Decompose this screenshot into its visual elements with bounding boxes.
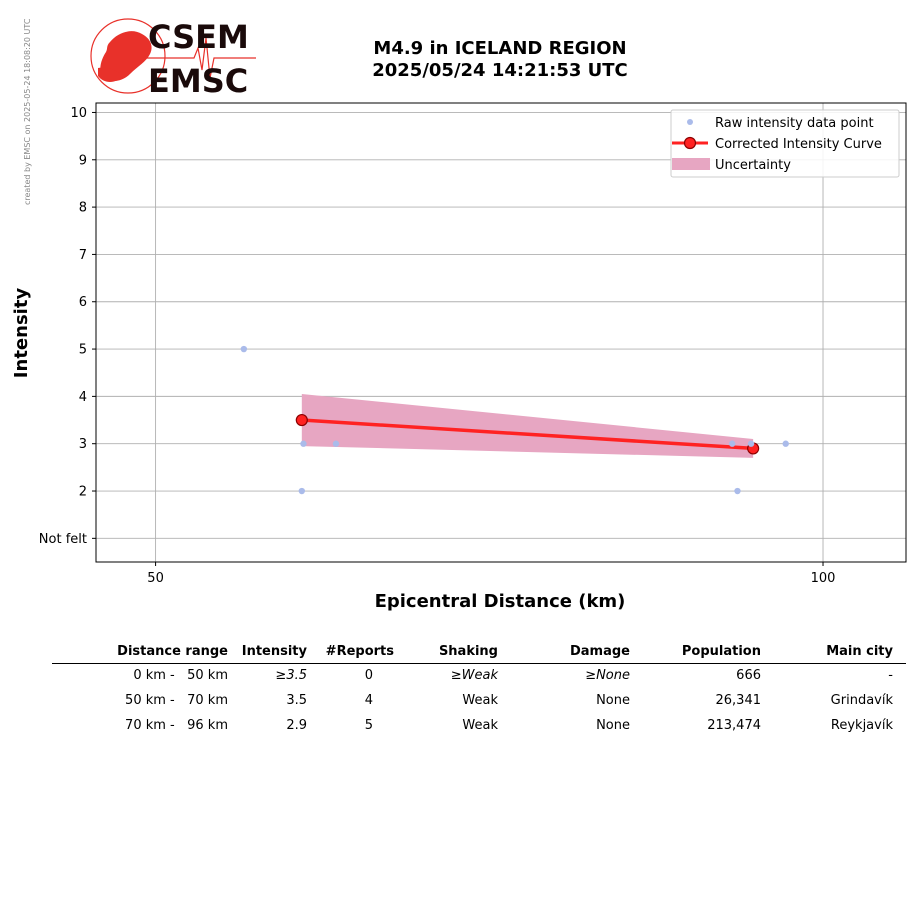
logo-text-csem: CSEM (148, 18, 249, 56)
y-tick-label: 7 (79, 248, 87, 263)
cell-population: 26,341 (715, 693, 762, 708)
legend: Raw intensity data point Corrected Inten… (670, 109, 900, 178)
legend-raw-marker (687, 119, 693, 125)
intensity-chart: 50 100 Not felt 2 3 4 5 6 7 8 9 10 Epicentral Dist… (11, 102, 907, 612)
cell-intensity: 3.5 (286, 693, 307, 708)
cell-range: 70 km - 96 km (125, 718, 228, 733)
cell-range: 50 km - 70 km (125, 693, 228, 708)
table-header: Distance range Intensity #Reports Shakin… (52, 640, 906, 664)
x-tick-label: 100 (811, 571, 836, 586)
raw-intensity-point (782, 440, 789, 447)
table-row: 0 km - 50 km ≥3.5 0 ≥Weak ≥None 666 - (52, 664, 906, 689)
y-tick-label: 3 (79, 437, 87, 452)
curve-marker (295, 413, 308, 427)
cell-range: 0 km - 50 km (133, 668, 228, 683)
distance-summary-table: Distance range Intensity #Reports Shakin… (52, 640, 906, 739)
cell-population: 213,474 (707, 718, 761, 733)
y-tick-label: 6 (79, 295, 87, 310)
raw-intensity-point (729, 440, 736, 447)
header-main-city: Main city (826, 644, 893, 659)
y-tick-label: 5 (79, 343, 87, 358)
cell-reports: 0 (364, 668, 373, 683)
y-tick-label: 9 (79, 153, 87, 168)
legend-uncertainty-label: Uncertainty (715, 158, 791, 173)
raw-intensity-point (300, 440, 307, 447)
legend-raw-label: Raw intensity data point (715, 116, 874, 131)
raw-intensity-point (747, 440, 755, 447)
y-tick-label: 4 (79, 390, 87, 405)
y-tick-label: 2 (79, 485, 87, 500)
plot-frame (95, 102, 907, 563)
emsc-logo: CSEM EMSC (90, 18, 256, 98)
y-tick-label: 10 (70, 106, 87, 121)
cell-reports: 5 (364, 718, 373, 733)
cell-damage: ≥None (585, 668, 630, 683)
x-axis-ticks: 50 100 (147, 562, 835, 586)
cell-reports: 4 (364, 693, 373, 708)
cell-shaking: Weak (462, 693, 498, 708)
x-tick-label: 50 (147, 571, 164, 586)
header-reports: #Reports (325, 644, 394, 659)
raw-intensity-point (240, 345, 248, 353)
raw-intensity-point (298, 487, 306, 495)
cell-intensity: ≥3.5 (275, 668, 307, 683)
header-damage: Damage (569, 644, 630, 659)
cell-shaking: ≥Weak (450, 668, 498, 683)
cell-shaking: Weak (462, 718, 498, 733)
table-row: 50 km - 70 km 3.5 4 Weak None 26,341 Gri… (52, 689, 906, 714)
title-line-1: M4.9 in ICELAND REGION (373, 38, 627, 59)
legend-curve-marker (683, 136, 697, 150)
table-row: 70 km - 96 km 2.9 5 Weak None 213,474 Re… (52, 714, 906, 739)
legend-curve-label: Corrected Intensity Curve (715, 137, 882, 152)
legend-uncertainty-swatch (672, 158, 710, 170)
y-axis-ticks: Not felt 2 3 4 5 6 7 8 9 10 (39, 106, 96, 547)
cell-damage: None (596, 718, 630, 733)
corrected-intensity-curve (301, 418, 754, 451)
raw-intensity-point (332, 440, 340, 447)
cell-city: Grindavík (830, 693, 893, 708)
raw-intensity-point (734, 487, 741, 495)
cell-intensity: 2.9 (286, 718, 307, 733)
header-intensity: Intensity (241, 644, 307, 659)
y-tick-label: Not felt (39, 532, 87, 547)
header-distance-range: Distance range (117, 644, 228, 659)
cell-damage: None (596, 693, 630, 708)
x-axis-label: Epicentral Distance (km) (375, 591, 626, 612)
raw-points-group (240, 345, 789, 495)
header-population: Population (681, 644, 761, 659)
cell-population: 666 (736, 668, 761, 683)
y-tick-label: 8 (79, 201, 87, 216)
y-axis-label: Intensity (11, 288, 32, 379)
title-line-2: 2025/05/24 14:21:53 UTC (372, 60, 628, 81)
cell-city: - (888, 668, 893, 683)
chart-title: M4.9 in ICELAND REGION 2025/05/24 14:21:… (300, 38, 700, 82)
logo-text-emsc: EMSC (148, 62, 248, 98)
header-shaking: Shaking (438, 644, 498, 659)
cell-city: Reykjavík (830, 718, 893, 733)
